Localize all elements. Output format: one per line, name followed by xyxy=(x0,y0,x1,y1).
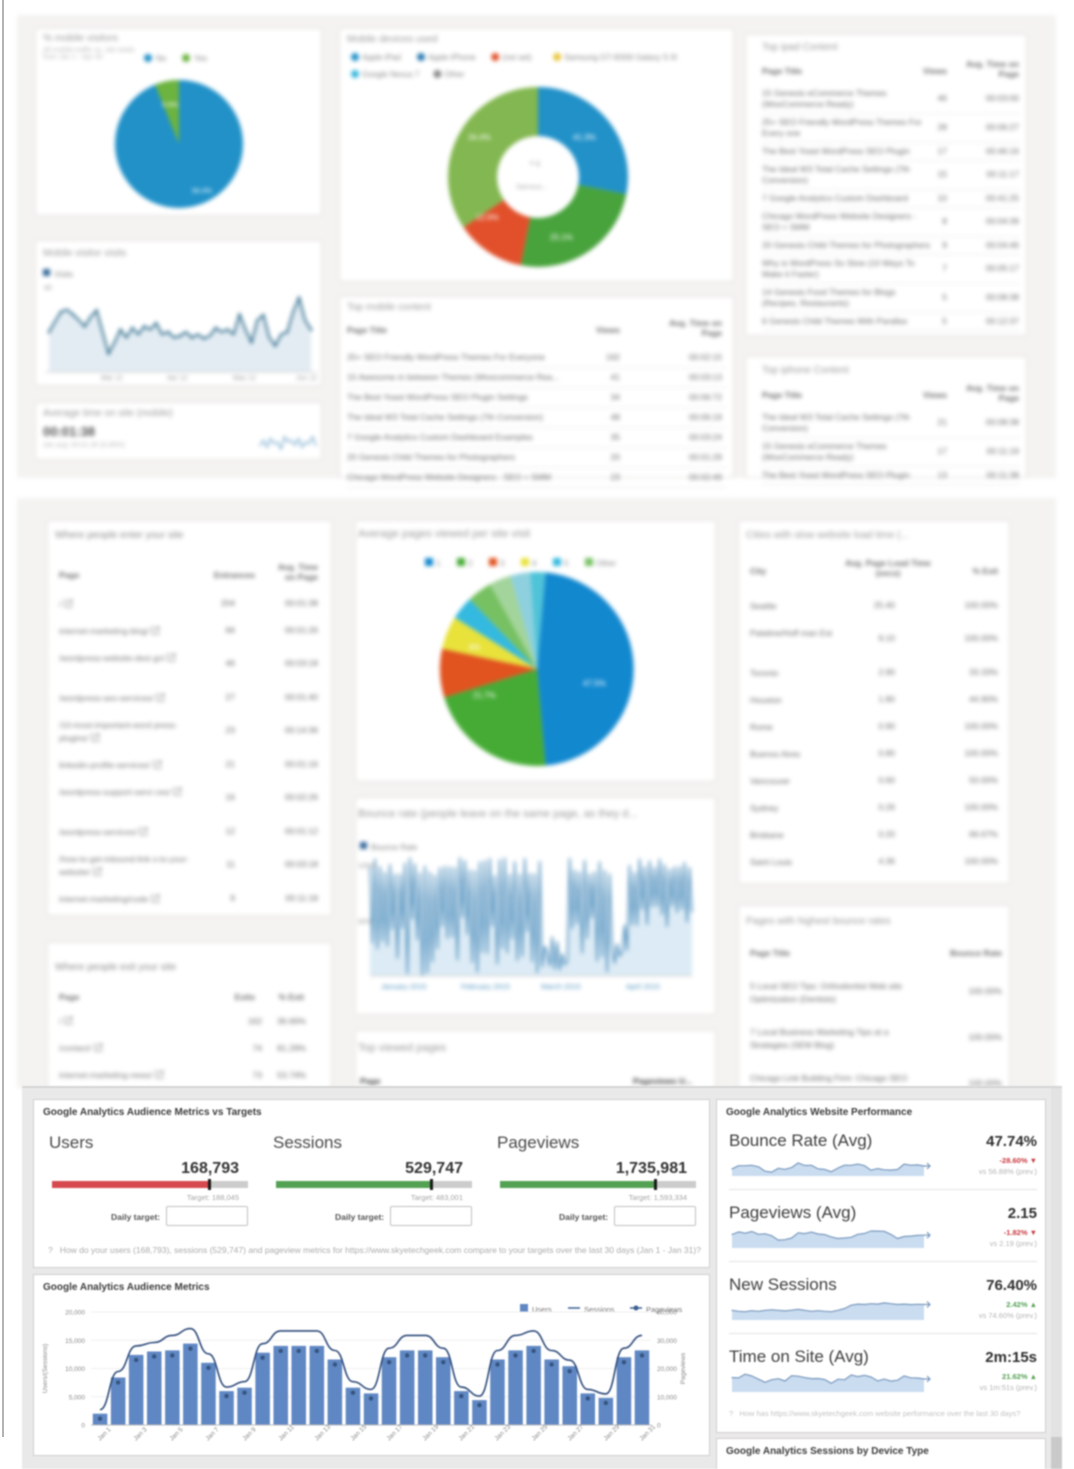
svg-text:Jun 12: Jun 12 xyxy=(296,375,317,380)
svg-text:Pageviews: Pageviews xyxy=(680,1352,687,1384)
svg-text:4: 4 xyxy=(532,559,537,568)
svg-text:40: 40 xyxy=(44,285,52,292)
svg-text:Jan 13: Jan 13 xyxy=(313,1423,332,1442)
svg-text:May 12: May 12 xyxy=(233,375,256,380)
svg-text:Jan 29: Jan 29 xyxy=(602,1423,621,1442)
svg-text:20,000: 20,000 xyxy=(65,1310,85,1317)
svg-text:Visits: Visits xyxy=(54,270,73,278)
svg-text:5: 5 xyxy=(564,559,569,568)
svg-text:(not set): (not set) xyxy=(502,53,532,62)
svg-text:Apple iPhone: Apple iPhone xyxy=(428,53,476,62)
svg-text:20,000: 20,000 xyxy=(657,1366,677,1373)
svg-text:Jan 7: Jan 7 xyxy=(204,1426,220,1442)
svg-text:Jan 3: Jan 3 xyxy=(132,1426,148,1442)
svg-text:3: 3 xyxy=(500,559,505,568)
svg-text:47.5%: 47.5% xyxy=(583,679,606,688)
svg-text:Jan 21: Jan 21 xyxy=(457,1423,476,1442)
svg-text:Pageviews: Pageviews xyxy=(646,1305,683,1314)
svg-text:12.6%: 12.6% xyxy=(476,213,499,222)
svg-text:March 2015: March 2015 xyxy=(541,982,581,991)
svg-text:50%: 50% xyxy=(358,919,372,926)
svg-text:Jan 1: Jan 1 xyxy=(96,1426,112,1442)
svg-text:Users: Users xyxy=(532,1305,552,1314)
svg-text:Jan 23: Jan 23 xyxy=(493,1423,512,1442)
svg-text:25.1%: 25.1% xyxy=(550,233,573,242)
svg-text:1: 1 xyxy=(436,559,441,568)
svg-text:5,000: 5,000 xyxy=(69,1394,86,1401)
svg-text:2: 2 xyxy=(468,559,473,568)
svg-text:Samsun...: Samsun... xyxy=(516,184,548,191)
svg-text:Jan 5: Jan 5 xyxy=(168,1426,184,1442)
svg-text:Jan 9: Jan 9 xyxy=(241,1426,257,1442)
svg-text:Jan 11: Jan 11 xyxy=(277,1424,296,1443)
svg-text:5.6%: 5.6% xyxy=(162,102,178,109)
svg-text:21.7%: 21.7% xyxy=(473,691,496,700)
svg-text:41.3%: 41.3% xyxy=(573,133,596,142)
svg-text:Yes: Yes xyxy=(194,54,207,63)
svg-text:Jan 19: Jan 19 xyxy=(421,1423,440,1442)
svg-text:Jan 27: Jan 27 xyxy=(566,1423,585,1442)
svg-text:94.4%: 94.4% xyxy=(192,188,212,195)
svg-text:0: 0 xyxy=(81,1423,85,1430)
svg-text:Apple iPad: Apple iPad xyxy=(362,53,401,62)
svg-text:April 2015: April 2015 xyxy=(626,982,660,991)
svg-text:Other: Other xyxy=(444,70,464,79)
svg-text:February 2015: February 2015 xyxy=(461,982,510,991)
svg-text:Google Nexus 7: Google Nexus 7 xyxy=(362,70,420,79)
svg-text:15,000: 15,000 xyxy=(65,1338,85,1345)
svg-text:Jan 15: Jan 15 xyxy=(349,1423,368,1442)
svg-text:Apr 12: Apr 12 xyxy=(167,375,188,380)
svg-text:10,000: 10,000 xyxy=(657,1394,677,1401)
svg-text:Sessions: Sessions xyxy=(584,1305,615,1314)
svg-text:8%: 8% xyxy=(469,643,481,652)
svg-text:60,000: 60,000 xyxy=(657,1310,677,1317)
svg-text:No: No xyxy=(156,54,167,63)
svg-text:0: 0 xyxy=(657,1423,661,1430)
svg-text:Jan 31: Jan 31 xyxy=(638,1423,657,1442)
svg-text:January 2015: January 2015 xyxy=(381,982,426,991)
svg-text:Jan 25: Jan 25 xyxy=(530,1423,549,1442)
svg-text:34.4%: 34.4% xyxy=(468,133,491,142)
svg-text:Jan 17: Jan 17 xyxy=(385,1423,404,1442)
svg-text:Mar 12: Mar 12 xyxy=(101,375,123,380)
svg-text:e.g.: e.g. xyxy=(530,160,542,167)
svg-text:Bounce Rate: Bounce Rate xyxy=(371,843,418,852)
svg-text:10,000: 10,000 xyxy=(65,1366,85,1373)
svg-text:100%: 100% xyxy=(358,863,376,870)
svg-text:Samsung GT-I9300 Galaxy S III: Samsung GT-I9300 Galaxy S III xyxy=(564,53,677,62)
svg-text:Users/(Sessions): Users/(Sessions) xyxy=(42,1344,49,1393)
svg-text:Other: Other xyxy=(596,559,616,568)
svg-text:30,000: 30,000 xyxy=(657,1338,677,1345)
